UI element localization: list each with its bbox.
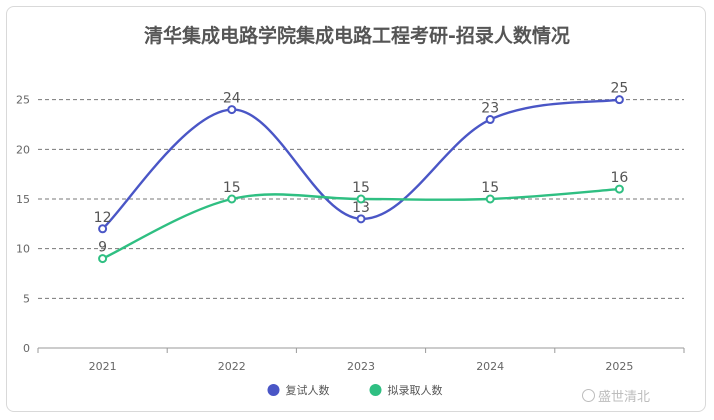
series-2: 9 15 15 15 16 [98, 170, 628, 264]
x-tick-label: 2022 [218, 360, 246, 373]
legend-item: 拟录取人数 [369, 383, 443, 397]
data-label: 9 [98, 240, 107, 256]
data-point [227, 105, 237, 115]
x-tick-label: 2024 [476, 360, 504, 373]
data-point [98, 254, 108, 264]
data-point [98, 224, 108, 234]
watermark-icon [582, 389, 595, 402]
data-point [614, 184, 624, 194]
data-label: 15 [352, 180, 370, 196]
data-label: 12 [94, 210, 112, 226]
y-tick-label: 5 [23, 292, 30, 305]
data-point [356, 214, 366, 224]
data-label: 24 [223, 91, 241, 107]
data-point [227, 194, 237, 204]
legend-item: 复试人数 [267, 383, 330, 397]
y-tick-label: 25 [16, 94, 30, 107]
watermark-text: 盛世清北 [598, 390, 651, 405]
legend-swatch [369, 384, 382, 396]
data-point [356, 194, 366, 204]
legend-label: 拟录取人数 [388, 383, 443, 397]
y-tick-label: 15 [16, 193, 30, 206]
y-tick-label: 10 [16, 243, 30, 256]
y-tick-label: 20 [16, 143, 30, 156]
legend-swatch [267, 384, 280, 396]
data-point [485, 194, 495, 204]
data-label: 15 [481, 180, 499, 196]
data-label: 23 [481, 101, 499, 117]
watermark: 盛世清北 [582, 386, 650, 405]
data-label: 16 [610, 170, 628, 186]
x-tick-label: 2023 [347, 360, 375, 373]
x-tick-label: 2021 [89, 360, 117, 373]
chart-title: 清华集成电路学院集成电路工程考研-招录人数情况 [144, 24, 570, 47]
data-label: 15 [223, 180, 241, 196]
data-point [485, 115, 495, 125]
chart-card [6, 6, 706, 412]
data-label: 13 [352, 200, 370, 216]
x-tick-label: 2025 [605, 360, 633, 373]
data-point [614, 95, 624, 105]
y-tick-label: 0 [23, 342, 30, 355]
legend-label: 复试人数 [286, 383, 330, 397]
series-line [101, 98, 620, 230]
series-1: 12 24 13 23 25 [94, 81, 628, 234]
data-label: 25 [610, 81, 628, 97]
